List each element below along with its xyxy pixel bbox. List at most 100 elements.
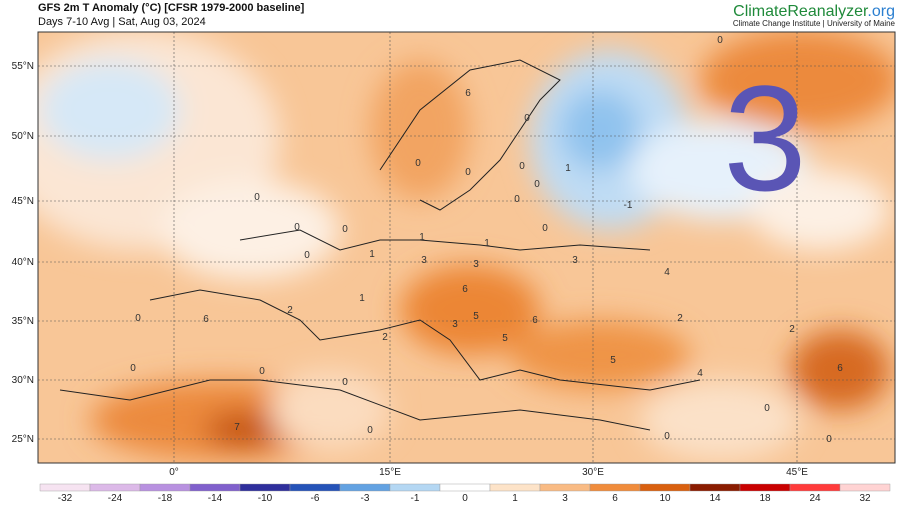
contour-label: 5 [473,311,479,322]
contour-label: 1 [369,249,375,260]
contour-label: 1 [359,293,365,304]
colorbar-swatch [739,483,791,492]
colorbar-label: -32 [58,493,73,504]
contour-label: 6 [462,284,468,295]
contour-label: 0 [542,223,548,234]
lat-label: 25°N [12,434,34,445]
lon-label: 15°E [379,467,401,478]
colorbar-label: -10 [258,493,273,504]
colorbar-label: -24 [108,493,123,504]
contour-label: 0 [519,161,525,172]
contour-label: 0 [294,222,300,233]
colorbar-swatch [789,483,841,492]
colorbar-label: 18 [759,493,771,504]
brand-suffix: .org [867,3,895,20]
colorbar-label: -3 [361,493,370,504]
colorbar-label: 32 [859,493,871,504]
colorbar-swatch [589,483,641,492]
contour-label: 0 [415,158,421,169]
lat-label: 50°N [12,131,34,142]
contour-label: 0 [514,194,520,205]
colorbar-swatch [639,483,691,492]
contour-label: 4 [664,267,670,278]
colorbar-label: 24 [809,493,821,504]
title: GFS 2m T Anomaly (°C) [CFSR 1979-2000 ba… [38,2,305,14]
contour-label: 0 [254,192,260,203]
contour-label: 0 [717,35,723,46]
brand: ClimateReanalyzer.org [733,3,895,20]
contour-label: 3 [572,255,578,266]
contour-label: 0 [304,250,310,261]
colorbar-label: -14 [208,493,223,504]
colorbar-swatch [239,483,291,492]
lon-label: 45°E [786,467,808,478]
colorbar-swatch [39,483,91,492]
lat-label: 55°N [12,61,34,72]
colorbar-label: 0 [462,493,468,504]
colorbar-swatch [139,483,191,492]
contour-label: 2 [287,305,293,316]
contour-label: 0 [130,363,136,374]
contour-label: 0 [259,366,265,377]
contour-label: 6 [532,315,538,326]
graticule [38,32,895,463]
lat-label: 45°N [12,196,34,207]
colorbar-swatch [89,483,141,492]
contour-label: 3 [452,319,458,330]
contour-label: 0 [342,224,348,235]
map: 3 [38,32,895,463]
contour-label: 3 [421,255,427,266]
colorbar-label: 14 [709,493,721,504]
map-frame [37,31,896,464]
colorbar-label: -6 [311,493,320,504]
contour-label: 2 [677,313,683,324]
contour-label: 6 [837,363,843,374]
lon-label: 30°E [582,467,604,478]
overlay-number: 3 [723,54,806,222]
contour-label: 4 [697,368,703,379]
lon-label: 0° [169,467,179,478]
colorbar-swatch [439,483,491,492]
contour-label: -1 [624,200,633,211]
coastlines [59,59,701,431]
contour-label: 0 [664,431,670,442]
subtitle: Days 7-10 Avg | Sat, Aug 03, 2024 [38,16,206,28]
contour-label: 1 [419,232,425,243]
colorbar-label: 10 [659,493,671,504]
colorbar-swatch [689,483,741,492]
colorbar-label: -18 [158,493,173,504]
contour-label: 0 [826,434,832,445]
colorbar-label: 1 [512,493,518,504]
lat-label: 40°N [12,257,34,268]
colorbar-swatch [539,483,591,492]
colorbar-label: 6 [612,493,618,504]
colorbar-swatch [839,483,891,492]
lat-label: 35°N [12,316,34,327]
contour-label: 0 [534,179,540,190]
colorbar-swatch [489,483,541,492]
contour-label: 1 [484,238,490,249]
colorbar-label: 3 [562,493,568,504]
contour-label: 6 [203,314,209,325]
brand-name: ClimateReanalyzer [733,3,869,20]
colorbar-swatch [189,483,241,492]
contour-label: 0 [342,377,348,388]
brand-subtitle: Climate Change Institute | University of… [733,19,896,28]
colorbar-swatch [339,483,391,492]
contour-label: 0 [367,425,373,436]
contour-label: 5 [502,333,508,344]
contour-label: 2 [789,324,795,335]
contour-label: 7 [234,422,240,433]
colorbar-label: -1 [411,493,420,504]
lat-label: 30°N [12,375,34,386]
contour-label: 0 [465,167,471,178]
contour-label: 3 [473,259,479,270]
contour-label: 2 [382,332,388,343]
contour-label: 1 [565,163,571,174]
contour-label: 5 [610,355,616,366]
contour-label: 0 [764,403,770,414]
colorbar-swatch [389,483,441,492]
contour-label: 6 [465,88,471,99]
